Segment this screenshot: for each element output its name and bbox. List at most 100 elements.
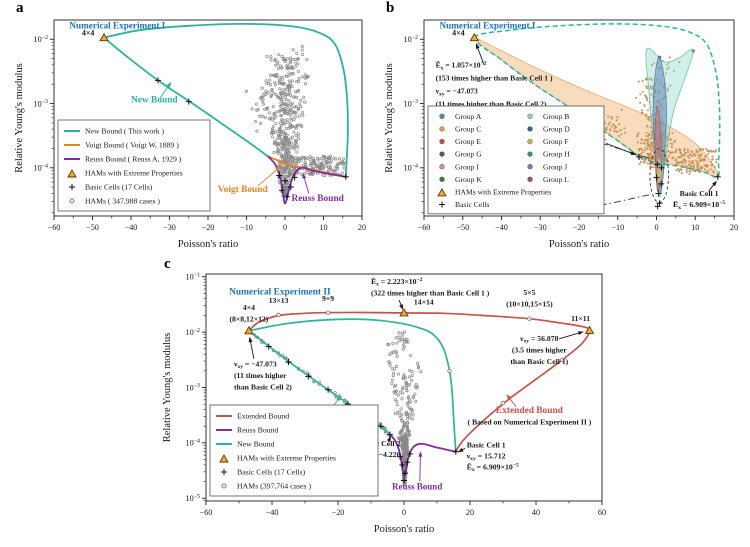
svg-text:−50: −50 (86, 223, 99, 232)
svg-text:Voigt Bound: Voigt Bound (218, 185, 269, 195)
svg-text:(11 times higher: (11 times higher (234, 371, 287, 380)
svg-text:Group K: Group K (455, 175, 482, 184)
svg-text:10: 10 (691, 223, 699, 232)
svg-text:Basic Cells (17 Cells): Basic Cells (17 Cells) (85, 183, 153, 192)
svg-text:−20: −20 (573, 223, 586, 232)
svg-text:5×5: 5×5 (523, 288, 535, 297)
svg-text:4×4: 4×4 (452, 28, 465, 37)
svg-text:(11 times higher than Basic Ce: (11 times higher than Basic Cell 2) (436, 100, 547, 109)
svg-text:10−3: 10−3 (404, 99, 419, 108)
svg-text:Group H: Group H (543, 150, 570, 159)
svg-text:10−5: 10−5 (186, 494, 201, 503)
svg-text:−20: −20 (202, 223, 215, 232)
svg-text:Numerical Experiment I: Numerical Experiment I (69, 20, 165, 30)
svg-text:−10: −10 (611, 223, 624, 232)
svg-text:Basic Cells: Basic Cells (455, 200, 489, 209)
svg-text:10−4: 10−4 (186, 439, 201, 448)
svg-text:−40: −40 (495, 223, 508, 232)
svg-text:( Based on Numerical Experimen: ( Based on Numerical Experiment II ) (467, 418, 591, 427)
svg-text:HAMs with Extreme Properties: HAMs with Extreme Properties (237, 454, 336, 463)
svg-text:Reuss Bound ( Reuss A, 1929 ): Reuss Bound ( Reuss A, 1929 ) (85, 155, 182, 164)
svg-text:13×13: 13×13 (269, 296, 289, 305)
svg-text:New Bound: New Bound (131, 95, 178, 105)
svg-text:than Basic Cell 2): than Basic Cell 2) (234, 383, 292, 392)
svg-text:Group I: Group I (455, 162, 479, 171)
svg-text:0: 0 (402, 508, 406, 517)
svg-text:νxy = 56.078: νxy = 56.078 (519, 334, 558, 345)
svg-text:20: 20 (466, 508, 474, 517)
svg-text:Reuss Bound: Reuss Bound (292, 194, 345, 204)
svg-text:(3.5 times higher: (3.5 times higher (512, 346, 567, 355)
svg-text:Poisson's ratio: Poisson's ratio (178, 239, 239, 250)
svg-text:Basic Cell 1: Basic Cell 1 (467, 440, 506, 449)
svg-text:10−2: 10−2 (404, 35, 419, 44)
svg-text:−60: −60 (418, 223, 431, 232)
svg-text:Group J: Group J (543, 162, 567, 171)
svg-text:0: 0 (654, 223, 658, 232)
svg-text:0: 0 (283, 223, 287, 232)
svg-text:10−3: 10−3 (34, 99, 49, 108)
svg-text:Voigt Bound ( Voigt W, 1889 ): Voigt Bound ( Voigt W, 1889 ) (85, 141, 179, 150)
svg-text:10−4: 10−4 (34, 164, 49, 173)
svg-text:4×4: 4×4 (243, 303, 255, 312)
svg-text:−30: −30 (163, 223, 176, 232)
svg-text:10−1: 10−1 (186, 273, 201, 282)
svg-text:νxy = 15.712: νxy = 15.712 (466, 451, 506, 462)
svg-text:4×4: 4×4 (82, 28, 95, 37)
svg-text:νxy = −47.073: νxy = −47.073 (233, 360, 277, 371)
svg-text:Relative Young's modulus: Relative Young's modulus (14, 63, 25, 173)
svg-text:Group F: Group F (543, 137, 569, 146)
svg-text:−30: −30 (534, 223, 547, 232)
svg-text:10: 10 (319, 223, 327, 232)
svg-text:14×14: 14×14 (414, 298, 434, 307)
panel-b-label: b (386, 0, 395, 16)
svg-text:Numerical Experiment I: Numerical Experiment I (440, 20, 536, 30)
svg-text:Poisson's ratio: Poisson's ratio (374, 524, 435, 535)
svg-text:20: 20 (730, 223, 738, 232)
svg-text:10−2: 10−2 (34, 35, 49, 44)
svg-text:−20: −20 (332, 508, 345, 517)
svg-text:Group C: Group C (455, 125, 481, 134)
svg-text:−60: −60 (48, 223, 61, 232)
svg-text:HAMs (397,764 cases ): HAMs (397,764 cases ) (237, 482, 311, 491)
svg-text:Numerical Experiment II: Numerical Experiment II (229, 288, 331, 298)
svg-text:−60: −60 (200, 508, 213, 517)
panel-a-chart: −60 −50 −40 −30 −20 −10 0 10 20 10−2 10−3 10−4 Poiss… (14, 19, 366, 250)
svg-text:Basic Cell 1: Basic Cell 1 (680, 189, 719, 198)
svg-text:Ēx = 2.223×10−2: Ēx = 2.223×10−2 (371, 277, 423, 288)
svg-text:(10×10,15×15): (10×10,15×15) (506, 300, 553, 309)
panel-c-chart: −60 −40 −20 0 20 40 60 10−1 10−2 10−3 10−4 10−5 Pois… (162, 273, 606, 536)
svg-text:40: 40 (532, 508, 540, 517)
svg-text:Ēx = 1.057×10−2: Ēx = 1.057×10−2 (436, 61, 487, 72)
svg-text:Relative Young's modulus: Relative Young's modulus (162, 333, 173, 443)
svg-text:Group B: Group B (543, 112, 569, 121)
svg-text:Reuss Bound: Reuss Bound (392, 481, 442, 491)
svg-text:HAMs with Extreme Properties: HAMs with Extreme Properties (455, 188, 551, 197)
svg-text:New Bound ( This work ): New Bound ( This work ) (85, 127, 165, 136)
svg-text:Group G: Group G (455, 150, 482, 159)
svg-text:9×9: 9×9 (322, 294, 334, 303)
svg-text:10−2: 10−2 (186, 328, 201, 337)
svg-text:−40: −40 (125, 223, 138, 232)
svg-text:Extended Bound: Extended Bound (237, 412, 289, 421)
svg-text:20: 20 (358, 223, 366, 232)
svg-text:Ēx = 6.909×10−5: Ēx = 6.909×10−5 (467, 462, 519, 473)
svg-text:Basic Cells (17 Cells): Basic Cells (17 Cells) (237, 468, 306, 477)
panel-c-label: c (164, 256, 171, 272)
svg-text:νxy = −47.073: νxy = −47.073 (435, 87, 478, 98)
svg-text:11×11: 11×11 (571, 314, 590, 323)
svg-text:Group A: Group A (455, 112, 482, 121)
svg-text:Ēx = 6.909×10−5: Ēx = 6.909×10−5 (673, 200, 725, 211)
svg-text:60: 60 (598, 508, 606, 517)
svg-text:New Bound: New Bound (237, 440, 275, 449)
svg-text:−10: −10 (240, 223, 253, 232)
panel-a-label: a (16, 0, 24, 16)
svg-text:Poisson's ratio: Poisson's ratio (549, 239, 610, 250)
svg-text:Group E: Group E (455, 137, 481, 146)
svg-text:10−3: 10−3 (186, 383, 201, 392)
svg-text:(322 times higher than Basic C: (322 times higher than Basic Cell 1 ) (371, 289, 490, 298)
svg-text:Group D: Group D (543, 125, 570, 134)
svg-text:Basic Cell 2: Basic Cell 2 (361, 439, 400, 448)
svg-text:(8×8,12×12): (8×8,12×12) (229, 315, 268, 324)
